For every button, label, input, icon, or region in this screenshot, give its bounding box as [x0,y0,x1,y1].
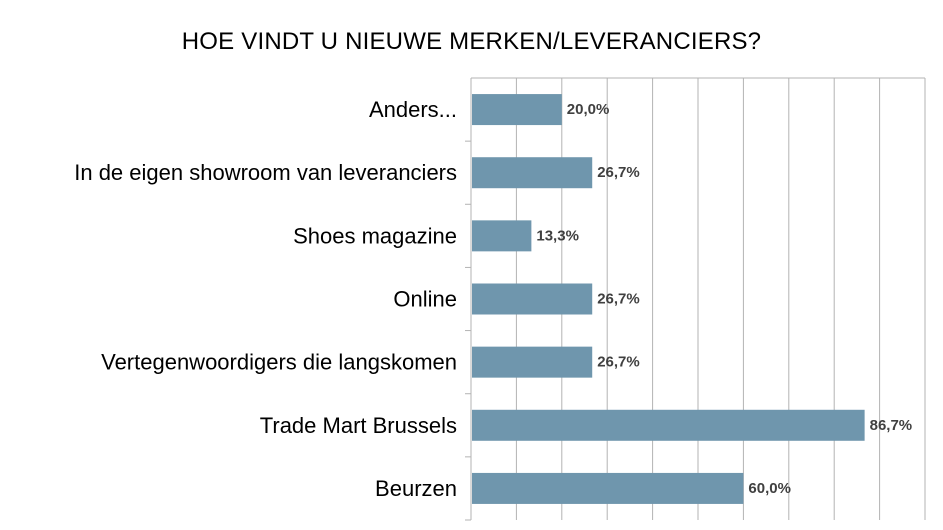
bar [472,220,532,252]
data-label: 20,0% [567,101,610,118]
bar [472,346,593,378]
bar [472,472,744,504]
data-label: 26,7% [597,354,640,371]
category-label: In de eigen showroom van leveranciers [74,160,457,185]
bar [472,283,593,315]
category-label: Shoes magazine [293,223,457,248]
data-label: 13,3% [536,227,579,244]
bar [472,94,562,126]
data-label: 26,7% [597,164,640,181]
data-label: 26,7% [597,291,640,308]
bar [472,409,865,441]
bar [472,157,593,189]
data-label: 86,7% [870,417,913,434]
category-label: Vertegenwoordigers die langskomen [101,350,457,375]
data-label: 60,0% [748,480,791,497]
category-label: Trade Mart Brussels [260,413,457,438]
chart-title: HOE VINDT U NIEUWE MERKEN/LEVERANCIERS? [181,28,762,55]
category-label: Beurzen [375,476,457,501]
category-label: Anders... [369,97,457,122]
category-label: Online [393,287,457,312]
